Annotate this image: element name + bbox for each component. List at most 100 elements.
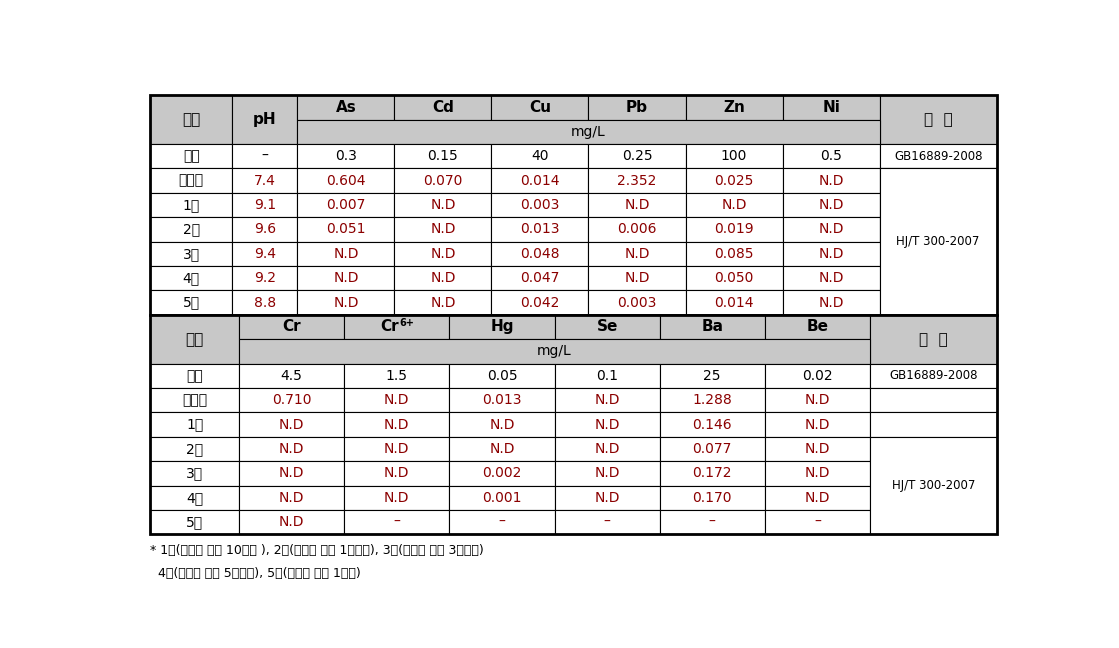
Text: N.D: N.D: [333, 247, 358, 260]
Text: N.D: N.D: [430, 295, 455, 310]
Bar: [880, 193, 997, 217]
Text: 기준: 기준: [182, 149, 199, 163]
Bar: [450, 315, 555, 339]
Bar: [764, 485, 869, 510]
Bar: [782, 242, 880, 266]
Text: 1.5: 1.5: [386, 369, 407, 383]
Text: Cu: Cu: [529, 100, 551, 115]
Text: N.D: N.D: [279, 467, 304, 480]
Text: 4회: 4회: [186, 491, 204, 505]
Bar: [298, 95, 394, 120]
Bar: [239, 315, 345, 339]
Bar: [150, 168, 233, 193]
Text: Be: Be: [807, 319, 828, 334]
Bar: [394, 168, 491, 193]
Text: 9.6: 9.6: [254, 222, 276, 237]
Text: 0.003: 0.003: [618, 295, 657, 310]
Text: 0.02: 0.02: [802, 369, 833, 383]
Bar: [150, 95, 997, 315]
Bar: [491, 266, 589, 290]
Text: 25: 25: [704, 369, 721, 383]
Text: 0.077: 0.077: [693, 442, 732, 456]
Text: N.D: N.D: [333, 295, 358, 310]
Bar: [589, 217, 686, 242]
Text: N.D: N.D: [594, 491, 620, 505]
Bar: [233, 168, 298, 193]
Text: GB16889-2008: GB16889-2008: [888, 369, 978, 382]
Bar: [869, 315, 997, 364]
Bar: [555, 485, 659, 510]
Text: HJ/T 300-2007: HJ/T 300-2007: [892, 479, 975, 492]
Bar: [589, 193, 686, 217]
Text: N.D: N.D: [818, 295, 844, 310]
Text: Cd: Cd: [432, 100, 454, 115]
Text: Zn: Zn: [723, 100, 745, 115]
Bar: [233, 95, 298, 144]
Text: 0.05: 0.05: [487, 369, 517, 383]
Text: N.D: N.D: [818, 174, 844, 188]
Text: 9.4: 9.4: [254, 247, 276, 260]
Bar: [686, 242, 782, 266]
Bar: [880, 168, 997, 193]
Bar: [555, 364, 659, 388]
Bar: [555, 412, 659, 437]
Bar: [239, 510, 345, 535]
Bar: [491, 242, 589, 266]
Bar: [782, 144, 880, 168]
Bar: [450, 364, 555, 388]
Bar: [782, 266, 880, 290]
Bar: [239, 388, 345, 412]
Bar: [150, 461, 239, 485]
Text: N.D: N.D: [805, 442, 830, 456]
Bar: [659, 315, 764, 339]
Bar: [394, 144, 491, 168]
Bar: [555, 315, 659, 339]
Text: N.D: N.D: [333, 271, 358, 285]
Bar: [150, 364, 239, 388]
Bar: [233, 217, 298, 242]
Bar: [869, 364, 997, 388]
Text: 7.4: 7.4: [254, 174, 275, 188]
Bar: [233, 290, 298, 315]
Text: As: As: [336, 100, 356, 115]
Bar: [345, 461, 450, 485]
Text: 0.025: 0.025: [714, 174, 754, 188]
Text: 4회: 4회: [182, 271, 200, 285]
Text: 1회: 1회: [186, 417, 204, 432]
Text: 0.25: 0.25: [622, 149, 652, 163]
Bar: [491, 217, 589, 242]
Text: 0.3: 0.3: [335, 149, 357, 163]
Bar: [764, 510, 869, 535]
Text: pH: pH: [253, 112, 276, 127]
Text: N.D: N.D: [430, 198, 455, 212]
Text: –: –: [814, 515, 820, 529]
Bar: [782, 193, 880, 217]
Bar: [764, 388, 869, 412]
Text: 0.5: 0.5: [820, 149, 843, 163]
Bar: [686, 193, 782, 217]
Text: mg/L: mg/L: [537, 344, 572, 358]
Text: 9.1: 9.1: [254, 198, 276, 212]
Text: Cr: Cr: [380, 319, 399, 334]
Text: N.D: N.D: [624, 247, 650, 260]
Bar: [233, 193, 298, 217]
Bar: [589, 95, 686, 120]
Bar: [345, 485, 450, 510]
Bar: [764, 437, 869, 461]
Text: 40: 40: [532, 149, 548, 163]
Text: 1회: 1회: [182, 198, 200, 212]
Text: 5회: 5회: [182, 295, 200, 310]
Bar: [394, 95, 491, 120]
Bar: [394, 266, 491, 290]
Text: * 1회(안정화 처리 10일후 ), 2회(안정화 처리 1개월후), 3회(안정화 처리 3개월후): * 1회(안정화 처리 10일후 ), 2회(안정화 처리 1개월후), 3회(…: [150, 544, 485, 557]
Bar: [555, 388, 659, 412]
Text: HJ/T 300-2007: HJ/T 300-2007: [896, 235, 980, 248]
Text: N.D: N.D: [722, 198, 746, 212]
Bar: [450, 437, 555, 461]
Bar: [764, 412, 869, 437]
Text: N.D: N.D: [430, 222, 455, 237]
Text: N.D: N.D: [805, 491, 830, 505]
Text: 0.048: 0.048: [520, 247, 560, 260]
Bar: [150, 510, 239, 535]
Bar: [659, 461, 764, 485]
